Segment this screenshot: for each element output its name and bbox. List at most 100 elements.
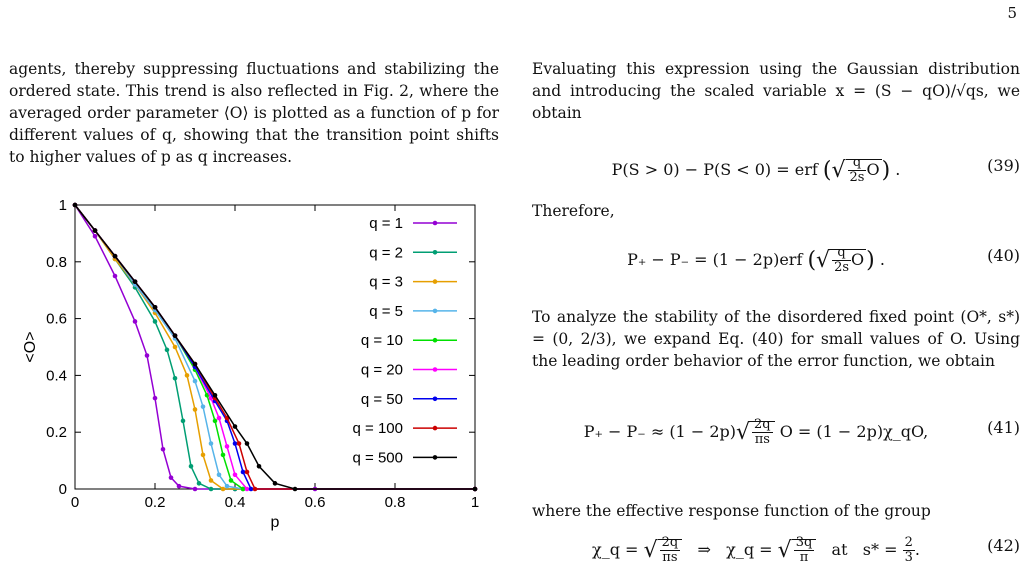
data-point <box>208 441 214 446</box>
therefore-text: Therefore, <box>532 202 615 220</box>
plot-frame <box>74 204 476 490</box>
data-point <box>192 407 198 412</box>
data-point <box>112 273 118 279</box>
right-column: Evaluating this expression using the Gau… <box>532 58 1020 124</box>
order-parameter-chart: 0 0.2 0.4 0.6 0.8 1 0 0.2 0.4 0.6 0.8 1 p <O> q = 1 q =… <box>22 197 479 531</box>
data-point <box>168 475 174 480</box>
legend-marker <box>432 337 438 343</box>
legend-label: q = 100 <box>353 420 403 437</box>
x-axis-label: p <box>271 514 280 531</box>
data-point <box>220 452 226 458</box>
data-point <box>160 446 166 452</box>
data-point <box>172 375 178 381</box>
data-point <box>192 361 198 367</box>
data-point <box>180 418 186 424</box>
legend-label: q = 10 <box>361 332 403 349</box>
data-point <box>212 418 218 424</box>
data-point <box>292 486 298 492</box>
y-axis-label: <O> <box>22 331 39 362</box>
eq41-rhs: O = (1 − 2p)χ_qO, <box>779 422 929 441</box>
data-point <box>200 404 206 409</box>
data-point <box>232 441 238 446</box>
data-point <box>220 486 226 492</box>
series-line <box>74 204 475 490</box>
series-line <box>74 204 475 490</box>
eq42-b: χ_q = <box>726 540 773 559</box>
data-point <box>224 483 230 489</box>
series-line <box>74 204 475 490</box>
y-tick-label: 0.8 <box>46 254 67 271</box>
eq41-number: (41) <box>987 418 1020 437</box>
equation-40: P₊ − P₋ = (1 − 2p)erf (√ q 2s O) . (40) <box>627 245 1020 275</box>
data-point <box>196 481 202 486</box>
series-line <box>74 204 475 490</box>
data-point <box>228 478 234 483</box>
legend-marker <box>432 220 438 226</box>
series-line <box>74 204 475 490</box>
data-point <box>224 444 230 449</box>
y-tick-label: 0.2 <box>46 424 67 441</box>
legend-marker <box>432 425 438 431</box>
legend-label: q = 2 <box>369 244 403 261</box>
eq40-lhs: P₊ − P₋ = (1 − 2p)erf <box>627 250 803 269</box>
series-line <box>74 204 475 490</box>
y-tick-label: 1 <box>59 197 67 214</box>
eq41-lhs: P₊ − P₋ ≈ (1 − 2p) <box>583 422 736 441</box>
data-point <box>240 469 246 475</box>
left-column: agents, thereby suppressing fluctuations… <box>9 58 499 168</box>
legend-label: q = 20 <box>361 362 403 379</box>
data-point <box>272 481 278 486</box>
equation-39: P(S > 0) − P(S < 0) = erf (√ q 2s O) . (39) <box>611 155 1020 185</box>
legend-marker <box>432 367 438 372</box>
data-point <box>92 228 98 233</box>
data-point <box>132 319 138 324</box>
data-point <box>240 486 246 492</box>
legend-marker <box>432 250 438 255</box>
eq40-number: (40) <box>987 246 1020 265</box>
data-point <box>152 319 158 324</box>
data-point <box>244 469 250 475</box>
legend-label: q = 1 <box>369 215 403 232</box>
analyze-block: To analyze the stability of the disorder… <box>532 306 1020 372</box>
data-point <box>192 486 198 492</box>
data-point <box>172 344 178 350</box>
series-line <box>74 204 475 490</box>
x-tick-label: 0.2 <box>145 494 166 511</box>
legend-label: q = 3 <box>369 274 403 291</box>
eq39-lhs: P(S > 0) − P(S < 0) = erf <box>611 160 818 179</box>
data-point <box>164 347 170 353</box>
data-point <box>112 253 118 259</box>
data-point <box>152 304 158 310</box>
data-point <box>72 202 78 208</box>
data-point <box>208 486 214 492</box>
y-tick-label: 0 <box>59 481 67 498</box>
page-number: 5 <box>1007 4 1017 22</box>
data-point <box>144 353 150 358</box>
data-point <box>176 483 182 489</box>
x-tick-label: 1 <box>471 494 479 511</box>
eq39-number: (39) <box>987 156 1020 175</box>
data-point <box>92 233 98 239</box>
data-point <box>200 452 206 458</box>
eq42-at: at <box>831 540 848 559</box>
data-point <box>252 486 258 492</box>
data-point <box>236 441 242 446</box>
data-point <box>172 333 178 338</box>
data-point <box>188 463 194 469</box>
data-point <box>192 378 198 384</box>
data-point <box>256 463 262 469</box>
legend-label: q = 500 <box>353 449 403 466</box>
eq42-number: (42) <box>987 536 1020 555</box>
data-point <box>232 424 238 429</box>
legend-marker <box>432 279 438 284</box>
x-tick-label: 0 <box>71 494 79 511</box>
y-tick-label: 0.4 <box>46 367 67 384</box>
data-point <box>132 279 138 284</box>
data-point <box>216 472 222 478</box>
right-intro: Evaluating this expression using the Gau… <box>532 60 1020 122</box>
analyze-paragraph: To analyze the stability of the disorder… <box>532 308 1020 370</box>
series-line <box>74 204 475 490</box>
legend-marker <box>432 455 438 460</box>
left-paragraph: agents, thereby suppressing fluctuations… <box>9 60 499 166</box>
